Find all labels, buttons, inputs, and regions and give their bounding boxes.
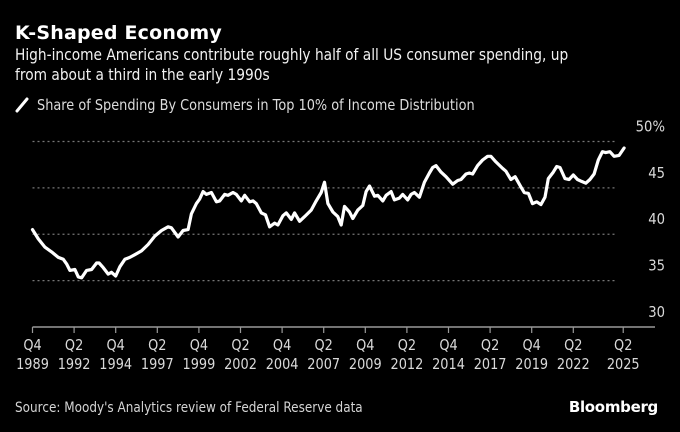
- x-tick-label: Q2 2002: [224, 337, 257, 373]
- x-tick-year: 2025: [607, 356, 640, 373]
- x-tick-label: Q4 1989: [16, 337, 49, 373]
- x-tick-quarter: Q2: [65, 337, 83, 354]
- x-tick-year: 2017: [474, 356, 507, 373]
- series-group: [30, 146, 626, 280]
- legend-label: Share of Spending By Consumers in Top 10…: [37, 96, 475, 114]
- x-tick-label: Q4 1994: [99, 337, 132, 373]
- line-series-icon: [15, 97, 29, 113]
- x-tick-quarter: Q4: [523, 337, 541, 354]
- chart-subtitle: High-income Americans contribute roughly…: [15, 45, 569, 85]
- x-tick-year: 1994: [99, 356, 132, 373]
- x-tick-label: Q4 2009: [349, 337, 382, 373]
- x-tick-year: 2022: [557, 356, 590, 373]
- legend: Share of Spending By Consumers in Top 10…: [15, 95, 546, 115]
- y-tick-label: 45: [648, 165, 665, 182]
- x-tick-quarter: Q2: [481, 337, 499, 354]
- x-tick-quarter: Q4: [190, 337, 208, 354]
- x-tick-year: 2007: [307, 356, 340, 373]
- x-tick-year: 2004: [266, 356, 299, 373]
- x-tick-label: Q2 2012: [391, 337, 424, 373]
- y-tick-label: 35: [648, 258, 665, 275]
- x-tick-year: 2019: [515, 356, 548, 373]
- y-tick-label: 40: [648, 212, 665, 229]
- subtitle-line-2: from about a third in the early 1990s: [15, 65, 270, 84]
- y-tick-label: 50%: [636, 119, 665, 136]
- x-tick-quarter: Q4: [356, 337, 374, 354]
- x-tick-label: Q2 2025: [607, 337, 640, 373]
- y-tick-label: 30: [648, 304, 665, 321]
- x-tick-year: 2009: [349, 356, 382, 373]
- x-tick-label: Q2 2017: [474, 337, 507, 373]
- x-tick-quarter: Q2: [315, 337, 333, 354]
- x-axis: Q4 1989 Q2 1992 Q4 1994 Q2 1997 Q4 1999 Q2 2002 Q4 20…: [16, 326, 655, 373]
- chart-title: K-Shaped Economy: [15, 22, 222, 44]
- x-tick-quarter: Q4: [23, 337, 41, 354]
- x-tick-label: Q4 2014: [432, 337, 465, 373]
- x-tick-year: 1997: [141, 356, 174, 373]
- x-tick-quarter: Q2: [148, 337, 166, 354]
- x-tick-label: Q4 2004: [266, 337, 299, 373]
- x-tick-quarter: Q2: [614, 337, 632, 354]
- x-tick-year: 1992: [58, 356, 91, 373]
- x-tick-quarter: Q2: [398, 337, 416, 354]
- x-tick-year: 1999: [183, 356, 216, 373]
- x-tick-quarter: Q4: [107, 337, 125, 354]
- x-tick-label: Q4 2019: [515, 337, 548, 373]
- x-tick-label: Q4 1999: [183, 337, 216, 373]
- subtitle-line-1: High-income Americans contribute roughly…: [15, 45, 569, 64]
- x-tick-year: 2014: [432, 356, 465, 373]
- bloomberg-logo: Bloomberg: [568, 398, 658, 416]
- x-tick-label: Q2 1992: [58, 337, 91, 373]
- series-line-top10-share: [30, 146, 626, 280]
- x-tick-quarter: Q4: [273, 337, 291, 354]
- gridlines: [32, 140, 615, 282]
- x-tick-quarter: Q2: [231, 337, 249, 354]
- x-tick-quarter: Q2: [564, 337, 582, 354]
- x-tick-year: 2012: [391, 356, 424, 373]
- x-tick-label: Q2 2007: [307, 337, 340, 373]
- x-tick-year: 1989: [16, 356, 49, 373]
- x-tick-label: Q2 1997: [141, 337, 174, 373]
- x-tick-quarter: Q4: [439, 337, 457, 354]
- x-tick-year: 2002: [224, 356, 257, 373]
- y-axis: 50% 45 40 35 30: [636, 119, 665, 321]
- x-tick-label: Q2 2022: [557, 337, 590, 373]
- source-note: Source: Moody's Analytics review of Fede…: [15, 400, 363, 416]
